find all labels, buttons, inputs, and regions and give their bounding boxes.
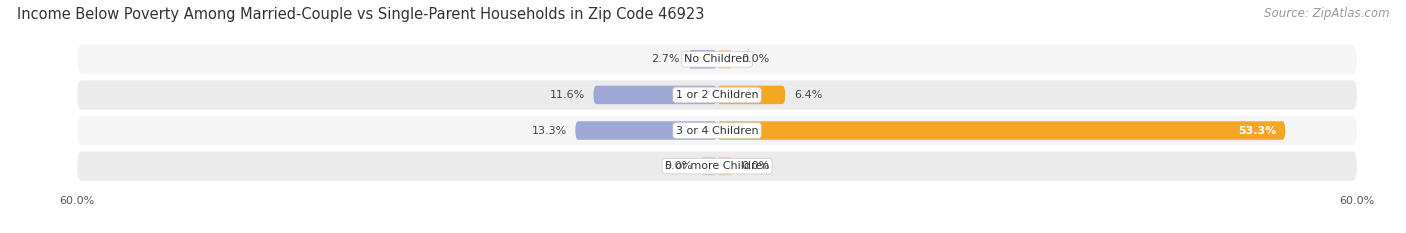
Text: 6.4%: 6.4% bbox=[794, 90, 823, 100]
FancyBboxPatch shape bbox=[593, 86, 717, 104]
FancyBboxPatch shape bbox=[717, 157, 733, 175]
Text: 3 or 4 Children: 3 or 4 Children bbox=[676, 126, 758, 136]
FancyBboxPatch shape bbox=[717, 121, 1285, 140]
FancyBboxPatch shape bbox=[77, 45, 1357, 74]
Text: No Children: No Children bbox=[685, 54, 749, 64]
Text: 2.7%: 2.7% bbox=[651, 54, 679, 64]
Text: 5 or more Children: 5 or more Children bbox=[665, 161, 769, 171]
Text: 0.0%: 0.0% bbox=[664, 161, 693, 171]
Text: 0.0%: 0.0% bbox=[741, 54, 770, 64]
FancyBboxPatch shape bbox=[575, 121, 717, 140]
FancyBboxPatch shape bbox=[702, 157, 717, 175]
Text: Income Below Poverty Among Married-Couple vs Single-Parent Households in Zip Cod: Income Below Poverty Among Married-Coupl… bbox=[17, 7, 704, 22]
FancyBboxPatch shape bbox=[77, 80, 1357, 110]
Text: 0.0%: 0.0% bbox=[741, 161, 770, 171]
Text: 13.3%: 13.3% bbox=[531, 126, 567, 136]
FancyBboxPatch shape bbox=[77, 151, 1357, 181]
Text: Source: ZipAtlas.com: Source: ZipAtlas.com bbox=[1264, 7, 1389, 20]
Text: 53.3%: 53.3% bbox=[1239, 126, 1277, 136]
Text: 1 or 2 Children: 1 or 2 Children bbox=[676, 90, 758, 100]
FancyBboxPatch shape bbox=[717, 50, 733, 69]
FancyBboxPatch shape bbox=[689, 50, 717, 69]
FancyBboxPatch shape bbox=[77, 116, 1357, 145]
FancyBboxPatch shape bbox=[717, 86, 786, 104]
Text: 11.6%: 11.6% bbox=[550, 90, 585, 100]
